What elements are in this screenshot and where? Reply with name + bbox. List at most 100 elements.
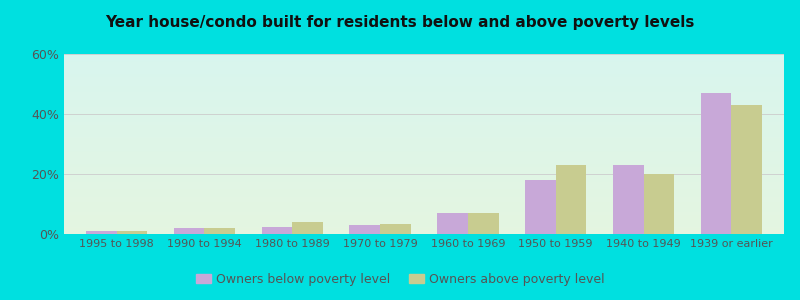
Bar — [64, 57, 784, 58]
Bar — [380, 224, 411, 234]
Bar — [64, 142, 784, 143]
Bar — [64, 182, 784, 183]
Bar — [64, 163, 784, 164]
Bar — [64, 67, 784, 68]
Bar — [64, 196, 784, 197]
Bar — [64, 139, 784, 140]
Bar — [64, 170, 784, 171]
Bar — [64, 96, 784, 97]
Bar — [64, 153, 784, 154]
Bar — [64, 157, 784, 158]
Bar — [64, 112, 784, 113]
Bar — [64, 224, 784, 225]
Bar — [64, 108, 784, 109]
Bar — [64, 180, 784, 181]
Bar — [64, 87, 784, 88]
Bar — [64, 178, 784, 179]
Bar — [64, 210, 784, 211]
Bar — [64, 194, 784, 195]
Bar — [64, 55, 784, 56]
Bar — [64, 104, 784, 105]
Bar — [64, 85, 784, 86]
Bar — [64, 191, 784, 192]
Bar — [64, 181, 784, 182]
Bar — [262, 226, 292, 234]
Bar — [64, 74, 784, 75]
Bar — [64, 98, 784, 99]
Bar — [64, 121, 784, 122]
Bar — [64, 65, 784, 66]
Bar — [64, 175, 784, 176]
Bar — [64, 138, 784, 139]
Bar — [64, 75, 784, 76]
Bar — [64, 209, 784, 210]
Bar — [64, 94, 784, 95]
Bar — [64, 110, 784, 111]
Bar — [64, 60, 784, 61]
Bar — [64, 228, 784, 229]
Bar — [64, 76, 784, 77]
Bar — [64, 218, 784, 219]
Bar — [64, 77, 784, 78]
Bar — [64, 136, 784, 137]
Bar — [64, 197, 784, 198]
Bar — [64, 116, 784, 117]
Bar — [64, 115, 784, 116]
Bar — [64, 184, 784, 185]
Bar — [64, 68, 784, 69]
Bar — [64, 189, 784, 190]
Bar — [468, 213, 498, 234]
Bar — [64, 179, 784, 180]
Bar — [64, 192, 784, 193]
Bar — [64, 158, 784, 159]
Bar — [64, 141, 784, 142]
Bar — [64, 219, 784, 220]
Bar — [64, 203, 784, 204]
Bar — [64, 81, 784, 82]
Bar — [64, 100, 784, 101]
Bar — [64, 213, 784, 214]
Bar — [64, 101, 784, 102]
Bar — [64, 105, 784, 106]
Bar — [64, 127, 784, 128]
Bar — [64, 195, 784, 196]
Bar — [64, 226, 784, 227]
Bar — [64, 150, 784, 151]
Bar — [556, 165, 586, 234]
Bar — [64, 134, 784, 135]
Bar — [64, 169, 784, 170]
Bar — [64, 80, 784, 81]
Bar — [643, 174, 674, 234]
Bar — [64, 122, 784, 123]
Bar — [205, 228, 235, 234]
Bar — [64, 164, 784, 165]
Bar — [64, 111, 784, 112]
Bar — [64, 160, 784, 161]
Bar — [64, 204, 784, 205]
Bar — [64, 188, 784, 189]
Bar — [525, 180, 556, 234]
Bar — [64, 207, 784, 208]
Bar — [292, 222, 323, 234]
Bar — [64, 64, 784, 65]
Bar — [64, 99, 784, 100]
Bar — [64, 212, 784, 213]
Bar — [64, 161, 784, 162]
Bar — [64, 202, 784, 203]
Bar — [64, 107, 784, 108]
Bar — [64, 88, 784, 89]
Bar — [174, 228, 205, 234]
Bar — [64, 176, 784, 177]
Bar — [64, 69, 784, 70]
Bar — [64, 82, 784, 83]
Bar — [64, 102, 784, 103]
Bar — [64, 95, 784, 96]
Bar — [64, 159, 784, 160]
Bar — [64, 56, 784, 57]
Bar — [64, 146, 784, 147]
Bar — [64, 72, 784, 73]
Bar — [64, 227, 784, 228]
Bar — [64, 151, 784, 152]
Bar — [64, 66, 784, 67]
Bar — [64, 205, 784, 206]
